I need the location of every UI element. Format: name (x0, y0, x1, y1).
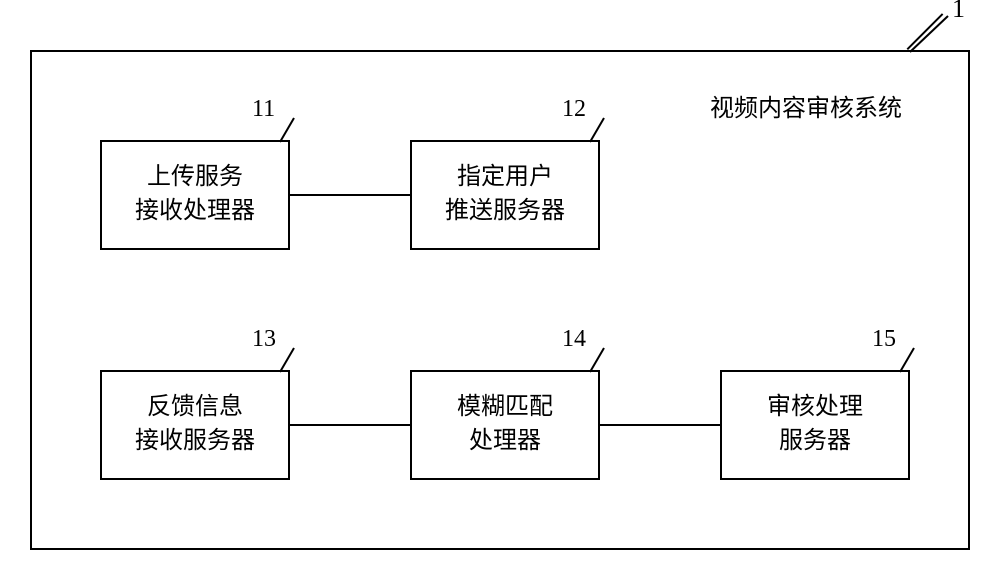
box13-num: 13 (252, 326, 276, 353)
box-user-push-server: 指定用户 推送服务器 (410, 140, 600, 250)
box11-line1: 上传服务 (147, 161, 243, 195)
box15-line2: 服务器 (779, 425, 851, 459)
box15-num: 15 (872, 326, 896, 353)
box14-line2: 处理器 (469, 425, 541, 459)
system-title: 视频内容审核系统 (710, 88, 902, 123)
box11-line2: 接收处理器 (135, 195, 255, 229)
outer-number: 1 (952, 0, 965, 24)
box12-num: 12 (562, 96, 586, 123)
box-upload-receiver: 上传服务 接收处理器 (100, 140, 290, 250)
box13-line1: 反馈信息 (147, 391, 243, 425)
leader-line-1 (907, 13, 944, 50)
diagram-canvas: 1 视频内容审核系统 上传服务 接收处理器 11 指定用户 推送服务器 12 反… (0, 0, 1000, 586)
box15-line1: 审核处理 (767, 391, 863, 425)
box14-num: 14 (562, 326, 586, 353)
edge-13-14 (290, 424, 410, 426)
box-review-server: 审核处理 服务器 (720, 370, 910, 480)
box-feedback-receiver: 反馈信息 接收服务器 (100, 370, 290, 480)
box12-line2: 推送服务器 (445, 195, 565, 229)
edge-14-15 (600, 424, 720, 426)
box-fuzzy-match: 模糊匹配 处理器 (410, 370, 600, 480)
box11-num: 11 (252, 96, 275, 123)
edge-11-12 (290, 194, 410, 196)
box13-line2: 接收服务器 (135, 425, 255, 459)
box14-line1: 模糊匹配 (457, 391, 553, 425)
box12-line1: 指定用户 (457, 161, 553, 195)
